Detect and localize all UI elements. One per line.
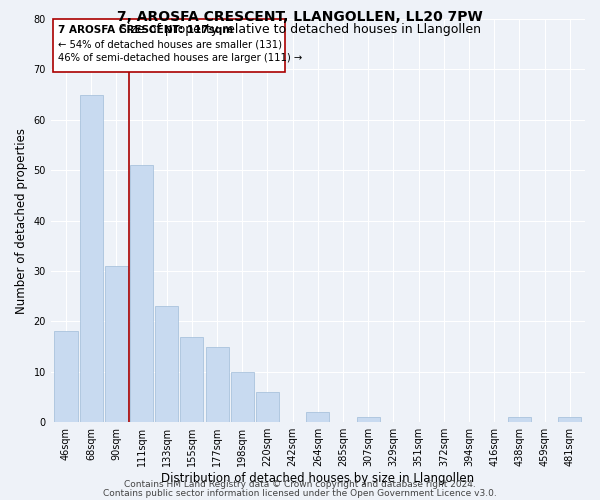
Bar [558,417,581,422]
Bar [181,336,203,422]
Text: Contains public sector information licensed under the Open Government Licence v3: Contains public sector information licen… [103,488,497,498]
X-axis label: Distribution of detached houses by size in Llangollen: Distribution of detached houses by size … [161,472,475,485]
Text: 7, AROSFA CRESCENT, LLANGOLLEN, LL20 7PW: 7, AROSFA CRESCENT, LLANGOLLEN, LL20 7PW [117,10,483,24]
Bar [231,372,254,422]
Text: Size of property relative to detached houses in Llangollen: Size of property relative to detached ho… [119,22,481,36]
Bar [357,417,380,422]
Bar [155,306,178,422]
Text: 7 AROSFA CRESCENT: 117sqm: 7 AROSFA CRESCENT: 117sqm [58,25,233,35]
Bar [80,94,103,422]
Bar [508,417,531,422]
Bar [206,346,229,422]
Bar [55,332,77,422]
Bar [256,392,279,422]
FancyBboxPatch shape [53,19,285,72]
Text: Contains HM Land Registry data © Crown copyright and database right 2024.: Contains HM Land Registry data © Crown c… [124,480,476,489]
Text: ← 54% of detached houses are smaller (131): ← 54% of detached houses are smaller (13… [58,39,283,49]
Text: 46% of semi-detached houses are larger (111) →: 46% of semi-detached houses are larger (… [58,54,302,64]
Bar [105,266,128,422]
Y-axis label: Number of detached properties: Number of detached properties [15,128,28,314]
Bar [130,165,153,422]
Bar [307,412,329,422]
